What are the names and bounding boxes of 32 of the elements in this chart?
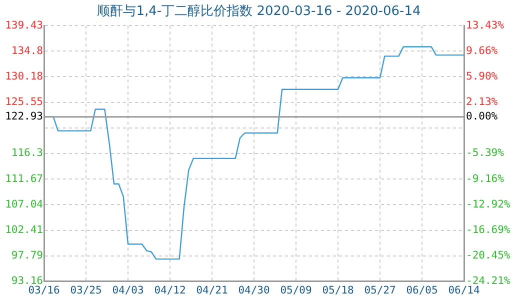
x-tick-label: 04/21 <box>196 284 228 296</box>
chart-title: 顺酐与1,4-丁二醇比价指数 2020-03-16 - 2020-06-14 <box>97 4 421 20</box>
y2-tick-label: 9.66% <box>466 44 498 57</box>
y-tick-label: 102.41 <box>5 224 43 236</box>
y2-tick-label: 2.13% <box>466 96 498 108</box>
y-tick-label: 97.79 <box>11 250 43 262</box>
y2-tick-label: 5.90% <box>466 70 498 83</box>
y-tick-label: 134.8 <box>11 44 43 57</box>
y2-tick-label: -9.16% <box>466 172 505 185</box>
x-tick-label: 06/05 <box>406 284 438 296</box>
x-tick-label: 04/12 <box>154 284 186 296</box>
x-tick-label: 04/30 <box>238 284 270 296</box>
y-tick-label: 125.55 <box>5 96 43 108</box>
y-tick-label: 139.43 <box>5 19 43 32</box>
x-tick-label: 05/18 <box>322 284 354 296</box>
x-tick-label: 03/16 <box>28 284 60 296</box>
x-tick-label: 05/27 <box>364 284 396 296</box>
y2-tick-label: -12.92% <box>466 198 511 210</box>
y2-tick-label: 13.43% <box>466 19 505 32</box>
y2-tick-label: -5.39% <box>466 147 505 160</box>
x-tick-label: 04/03 <box>112 284 144 296</box>
y-tick-label: 130.18 <box>5 70 43 82</box>
y-tick-label: 116.3 <box>11 147 43 160</box>
y-tick-label: 111.67 <box>5 172 43 185</box>
x-tick-label: 03/25 <box>70 284 102 296</box>
y-tick-label: 122.93 <box>5 110 43 123</box>
x-tick-label: 06/14 <box>448 284 480 296</box>
y2-tick-label: 0.00% <box>466 110 498 123</box>
y2-tick-label: -20.45% <box>466 250 511 262</box>
y-tick-label: 107.04 <box>5 198 43 210</box>
x-tick-label: 05/09 <box>280 284 312 296</box>
y2-tick-label: -16.69% <box>466 224 511 236</box>
